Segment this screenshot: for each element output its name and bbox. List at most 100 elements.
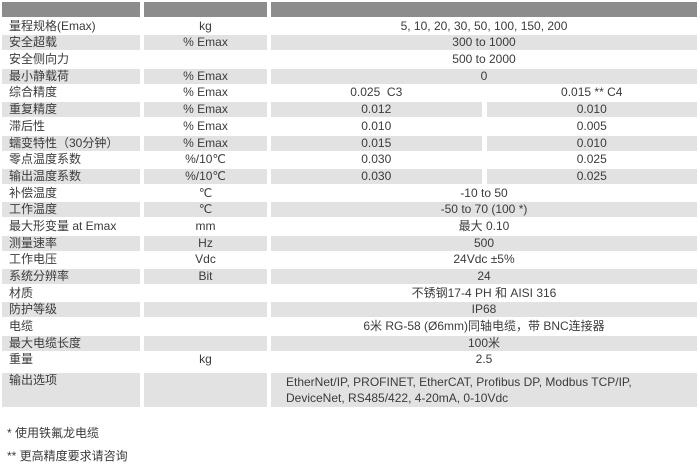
spec-label: 最大电缆长度 xyxy=(2,335,140,351)
table-row: 零点温度系数 %/10℃ 0.030 0.025 xyxy=(2,152,697,167)
table-row: 重复精度 % Emax 0.012 0.010 xyxy=(2,102,697,118)
spec-value: 2.5 xyxy=(475,352,493,367)
spec-label: 最小静载荷 xyxy=(2,68,140,84)
spec-unit xyxy=(144,286,267,301)
table-row: 量程规格(Emax) kg 5, 10, 20, 30, 50, 100, 15… xyxy=(2,19,697,34)
spec-value-c4: 0.010 xyxy=(486,102,697,118)
spec-value: 5, 10, 20, 30, 50, 100, 150, 200 xyxy=(400,18,568,33)
spec-value: EtherNet/IP, PROFINET, EtherCAT, Profibu… xyxy=(271,373,697,408)
spec-value-c3: 0.010 xyxy=(361,118,392,133)
spec-value: 不锈钢17-4 PH 和 AISI 316 xyxy=(411,285,557,300)
spec-label: 蠕变特性（30分钟） xyxy=(2,135,140,151)
spec-value-pair: 0.030 0.025 xyxy=(271,168,697,184)
spec-unit: mm xyxy=(195,218,216,233)
spec-value: 500 to 2000 xyxy=(452,52,516,67)
spec-unit: Vdc xyxy=(195,252,216,267)
spec-value-pair: 0.010 0.005 xyxy=(271,119,697,134)
spec-unit: % Emax xyxy=(144,68,267,84)
spec-value: 0 xyxy=(271,68,697,84)
spec-unit xyxy=(144,335,267,351)
spec-value-c3: 0.012 xyxy=(271,102,482,118)
footnote-single-asterisk: * 使用铁氟龙电缆 xyxy=(7,426,100,441)
spec-label: 工作温度 xyxy=(2,202,140,218)
spec-label: 防护等级 xyxy=(2,302,140,318)
spec-unit: kg xyxy=(199,18,212,33)
spec-unit: ℃ xyxy=(144,202,267,218)
spec-value: 300 to 1000 xyxy=(271,35,697,51)
spec-label: 重复精度 xyxy=(2,102,140,118)
table-row: 安全超载 % Emax 300 to 1000 xyxy=(2,35,697,51)
spec-unit: Hz xyxy=(144,235,267,251)
header-unit-cell xyxy=(144,2,267,17)
table-row: 工作电压 Vdc 24Vdc ±5% xyxy=(2,252,697,267)
spec-unit xyxy=(144,302,267,318)
spec-value-c4: 0.015 ** C4 xyxy=(561,85,623,100)
spec-label: 安全侧向力 xyxy=(9,52,70,67)
spec-value: -50 to 70 (100 *) xyxy=(271,202,697,218)
table-row: 最大形变量 at Emax mm 最大 0.10 xyxy=(2,219,697,234)
spec-unit: % Emax xyxy=(144,35,267,51)
footnotes: * 使用铁氟龙电缆 ** 更高精度要求请咨询 xyxy=(2,426,697,463)
table-row: 综合精度 % Emax 0.025 C3 0.015 ** C4 xyxy=(2,85,697,100)
spec-value-c3: 0.030 xyxy=(361,152,392,167)
table-row: 防护等级 IP68 xyxy=(2,302,697,318)
spec-label: 补偿温度 xyxy=(9,185,58,200)
spec-value-pair: 0.015 0.010 xyxy=(271,135,697,151)
spec-label: 测量速率 xyxy=(2,235,140,251)
spec-label: 综合精度 xyxy=(9,85,58,100)
spec-unit: % Emax xyxy=(183,118,228,133)
spec-value: 最大 0.10 xyxy=(458,218,510,233)
spec-label: 材质 xyxy=(9,285,34,300)
table-header xyxy=(2,2,697,17)
spec-value: IP68 xyxy=(271,302,697,318)
spec-unit: %/10℃ xyxy=(144,168,267,184)
spec-value-c3: 0.015 xyxy=(271,135,482,151)
spec-label: 量程规格(Emax) xyxy=(9,18,96,33)
table-row: 系统分辨率 Bit 24 xyxy=(2,269,697,284)
spec-label: 滞后性 xyxy=(9,118,46,133)
spec-value: 500 xyxy=(271,235,697,251)
spec-value: 24Vdc ±5% xyxy=(453,252,515,267)
table-row: 滞后性 % Emax 0.010 0.005 xyxy=(2,119,697,134)
spec-value-c4: 0.025 xyxy=(576,152,607,167)
spec-label: 最大形变量 at Emax xyxy=(9,218,117,233)
spec-unit: % Emax xyxy=(144,135,267,151)
spec-value-pair: 0.012 0.010 xyxy=(271,102,697,118)
table-row: 最小静载荷 % Emax 0 xyxy=(2,68,697,84)
table-row: 补偿温度 ℃ -10 to 50 xyxy=(2,186,697,201)
spec-unit: % Emax xyxy=(183,85,228,100)
table-row: 蠕变特性（30分钟） % Emax 0.015 0.010 xyxy=(2,135,697,151)
spec-value-c3: 0.030 xyxy=(271,168,482,184)
spec-value-c3: 0.025 C3 xyxy=(350,85,403,100)
table-row: 材质 不锈钢17-4 PH 和 AISI 316 xyxy=(2,286,697,301)
spec-value-c4: 0.010 xyxy=(486,135,697,151)
spec-unit: Bit xyxy=(144,269,267,284)
table-row: 重量 kg 2.5 xyxy=(2,352,697,367)
spec-label: 电缆 xyxy=(9,319,34,334)
footnote-double-asterisk: ** 更高精度要求请咨询 xyxy=(7,449,128,464)
spec-label: 重量 xyxy=(9,352,34,367)
spec-label: 零点温度系数 xyxy=(9,152,82,167)
table-row: 最大电缆长度 100米 xyxy=(2,335,697,351)
spec-value: 24 xyxy=(271,269,697,284)
spec-unit: % Emax xyxy=(144,102,267,118)
spec-unit xyxy=(144,52,267,67)
spec-value: 6米 RG-58 (Ø6mm)同轴电缆，带 BNC连接器 xyxy=(363,319,605,334)
spec-value-pair: 0.025 C3 0.015 ** C4 xyxy=(271,85,697,100)
spec-unit xyxy=(144,319,267,334)
spec-unit: kg xyxy=(199,352,212,367)
spec-value: 100米 xyxy=(271,335,697,351)
table-row: 输出选项 EtherNet/IP, PROFINET, EtherCAT, Pr… xyxy=(2,373,697,408)
table-row: 工作温度 ℃ -50 to 70 (100 *) xyxy=(2,202,697,218)
header-value-cell xyxy=(271,2,697,17)
table-row: 电缆 6米 RG-58 (Ø6mm)同轴电缆，带 BNC连接器 xyxy=(2,319,697,334)
spec-label: 系统分辨率 xyxy=(2,269,140,284)
spec-value-c4: 0.005 xyxy=(576,118,607,133)
table-row: 安全侧向力 500 to 2000 xyxy=(2,52,697,67)
spec-label: 输出温度系数 xyxy=(2,168,140,184)
spec-unit xyxy=(144,373,267,408)
spec-label: 输出选项 xyxy=(2,373,140,408)
spec-value: -10 to 50 xyxy=(460,185,508,200)
spec-value-c4: 0.025 xyxy=(486,168,697,184)
